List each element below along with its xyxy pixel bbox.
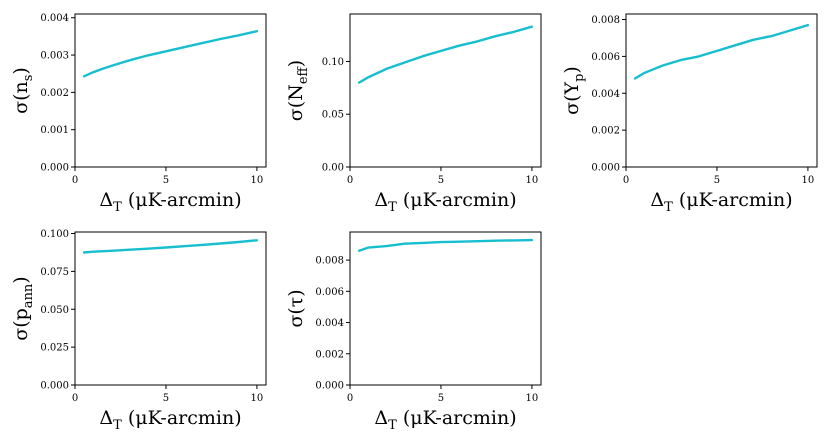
y-tick-label: 0.000 <box>591 163 620 174</box>
x-tick-label: 5 <box>438 175 444 186</box>
chart-panel-1: 0 5 10 0.000 0.001 0.002 0.003 0.004 ΔT (μK-arcm… <box>10 13 267 215</box>
y-tick-label: 0.025 <box>40 343 69 354</box>
x-tick-label: 0 <box>347 175 353 186</box>
y-tick-label: 0.001 <box>40 125 69 136</box>
plot-frame <box>625 13 818 168</box>
y-tick-label: 0.00 <box>322 163 344 174</box>
y-tick-label: 0.004 <box>40 13 69 24</box>
y-tick-label: 0.000 <box>40 381 69 392</box>
y-axis-label: σ(ns) <box>10 67 36 114</box>
y-axis-label: σ(Yp) <box>561 66 587 115</box>
y-tick-label: 0.000 <box>315 381 344 392</box>
plot-frame <box>349 13 542 168</box>
x-tick-label: 5 <box>714 175 720 186</box>
x-tick-label: 0 <box>72 175 78 186</box>
y-tick-label: 0.008 <box>315 256 344 267</box>
x-tick-label: 5 <box>163 175 169 186</box>
series-line <box>82 239 259 254</box>
y-tick-label: 0.05 <box>322 110 344 121</box>
x-tick-label: 10 <box>526 393 539 404</box>
y-tick-label: 0.006 <box>591 52 620 63</box>
y-tick-label: 0.003 <box>40 51 69 62</box>
y-axis-label: σ(Neff) <box>285 60 311 121</box>
plot-frame <box>74 13 267 168</box>
chart-panel-2: 0 5 10 0.00 0.05 0.10 ΔT (μK-arcmin) σ(Neff) <box>285 13 542 215</box>
plot-frame <box>349 231 542 386</box>
x-tick-label: 0 <box>72 393 78 404</box>
y-tick-label: 0.008 <box>591 15 620 26</box>
y-tick-label: 0.002 <box>315 349 344 360</box>
y-tick-label: 0.075 <box>40 267 69 278</box>
y-axis-label: σ(pann) <box>10 276 36 340</box>
y-tick-label: 0.002 <box>591 126 620 137</box>
y-tick-label: 0.004 <box>315 318 344 329</box>
x-axis-label: ΔT (μK-arcmin) <box>374 189 516 215</box>
x-tick-label: 10 <box>802 175 815 186</box>
x-axis-label: ΔT (μK-arcmin) <box>650 189 792 215</box>
y-tick-label: 0.006 <box>315 287 344 298</box>
y-tick-label: 0.002 <box>40 88 69 99</box>
plot-frame <box>74 231 267 386</box>
x-tick-label: 10 <box>251 175 264 186</box>
y-tick-label: 0.100 <box>40 229 69 240</box>
chart-panel-4: 0 5 10 0.000 0.025 0.050 0.075 0.100 ΔT (μK-arcm… <box>10 229 267 433</box>
y-tick-label: 0.10 <box>322 57 344 68</box>
series-line <box>357 238 534 252</box>
x-tick-label: 10 <box>526 175 539 186</box>
x-axis-label: ΔT (μK-arcmin) <box>99 407 241 433</box>
series-line <box>633 23 810 80</box>
x-axis-label: ΔT (μK-arcmin) <box>374 407 516 433</box>
x-tick-label: 5 <box>438 393 444 404</box>
x-tick-label: 0 <box>623 175 629 186</box>
x-tick-label: 0 <box>347 393 353 404</box>
series-line <box>357 25 534 84</box>
x-tick-label: 10 <box>251 393 264 404</box>
y-tick-label: 0.000 <box>40 163 69 174</box>
chart-panel-3: 0 5 10 0.000 0.002 0.004 0.006 0.008 ΔT (μK-arcm… <box>561 13 818 215</box>
chart-panel-5: 0 5 10 0.000 0.002 0.004 0.006 0.008 ΔT (μK-arcm… <box>285 231 542 433</box>
x-axis-label: ΔT (μK-arcmin) <box>99 189 241 215</box>
y-tick-label: 0.004 <box>591 89 620 100</box>
y-axis-label: σ(τ) <box>285 289 307 327</box>
y-tick-label: 0.050 <box>40 305 69 316</box>
x-tick-label: 5 <box>163 393 169 404</box>
series-line <box>82 30 259 78</box>
